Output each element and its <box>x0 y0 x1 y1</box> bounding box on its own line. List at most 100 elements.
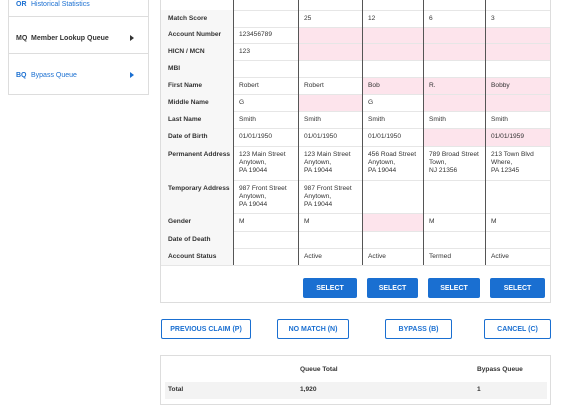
column-divider <box>233 0 234 265</box>
mismatch-cell <box>486 129 550 146</box>
cell-text: M <box>429 218 435 225</box>
row-border <box>161 77 550 78</box>
cell-text: 987 Front Street <box>239 185 287 192</box>
arrow-icon <box>130 72 134 78</box>
mismatch-cell <box>424 44 485 60</box>
row-label: Date of Birth <box>168 133 208 140</box>
cell-text: 01/01/1950 <box>239 133 273 140</box>
row-background <box>161 231 233 248</box>
cell-text: 213 Town Blvd <box>491 151 534 158</box>
row-border <box>161 213 550 214</box>
sidebar-label[interactable]: Bypass Queue <box>31 72 77 79</box>
cell-text: Smith <box>368 115 385 123</box>
cell-text: Robert <box>239 81 259 89</box>
row-label: HICN / MCN <box>168 47 205 55</box>
row-background <box>161 27 233 43</box>
row-label: Permanent Address <box>168 151 231 158</box>
summary-header: Queue Total <box>300 366 338 373</box>
select-button[interactable]: SELECT <box>367 278 418 298</box>
select-button[interactable]: SELECT <box>490 278 545 298</box>
sidebar-label[interactable]: Member Lookup Queue <box>31 35 109 42</box>
cell-text: Where, <box>491 159 513 166</box>
mismatch-cell <box>363 78 423 94</box>
mismatch-cell <box>363 214 423 231</box>
sidebar-label[interactable]: Historical Statistics <box>31 1 90 8</box>
cell-text: 123 <box>239 47 251 55</box>
row-label: Date of Death <box>168 235 211 243</box>
cell-text: Bob <box>368 81 380 89</box>
select-button[interactable]: SELECT <box>428 278 480 298</box>
cell-text: 12 <box>368 14 376 22</box>
row-background <box>161 43 233 60</box>
action-button[interactable]: NO MATCH (N) <box>277 319 349 339</box>
mismatch-cell <box>363 28 423 43</box>
cell-text: NJ 21356 <box>429 167 458 174</box>
row-background <box>161 180 233 213</box>
action-button[interactable]: PREVIOUS CLAIM (P) <box>161 319 251 339</box>
cell-text: PA 19044 <box>304 167 333 174</box>
cell-text: Smith <box>239 115 256 123</box>
cell-text: Anytown, <box>368 159 396 166</box>
cell-text: G <box>239 98 245 106</box>
row-border <box>161 180 550 181</box>
sidebar-code[interactable]: OR <box>16 1 27 8</box>
cell-text: PA 19044 <box>239 167 268 174</box>
cell-text: 6 <box>429 14 433 22</box>
row-background <box>161 111 233 128</box>
row-background <box>161 10 233 27</box>
cell-text: Smith <box>491 115 508 123</box>
cell-text: 987 Front Street <box>304 185 352 192</box>
cell-text: PA 19044 <box>368 167 397 174</box>
mismatch-cell <box>424 95 485 111</box>
sidebar <box>8 0 149 95</box>
sidebar-code[interactable]: MQ <box>16 35 28 42</box>
cell-text: PA 19044 <box>239 201 268 208</box>
cell-text: 456 Road Street <box>368 151 417 158</box>
summary-label: Total <box>168 386 184 393</box>
row-background <box>161 146 233 180</box>
sidebar-code[interactable]: BQ <box>16 72 27 79</box>
column-divider <box>485 0 486 265</box>
cell-text: Termed <box>429 252 451 260</box>
summary-header: Bypass Queue <box>477 366 523 373</box>
row-border <box>161 43 550 44</box>
cell-text: Active <box>491 252 509 260</box>
mismatch-cell <box>363 44 423 60</box>
action-button[interactable]: BYPASS (B) <box>385 319 452 339</box>
cell-text: Town, <box>429 159 447 166</box>
row-border <box>161 231 550 232</box>
row-border <box>161 146 550 147</box>
cell-text: Bobby <box>491 81 510 89</box>
column-divider <box>423 0 424 265</box>
cell-text: 123 Main Street <box>239 151 286 158</box>
mismatch-cell <box>299 44 362 60</box>
select-button[interactable]: SELECT <box>303 278 357 298</box>
cell-text: Anytown, <box>239 159 267 166</box>
row-background <box>161 94 233 111</box>
cell-text: 123 Main Street <box>304 151 351 158</box>
row-border <box>161 94 550 95</box>
divider <box>9 53 148 54</box>
row-label: Last Name <box>168 115 202 123</box>
action-button[interactable]: CANCEL (C) <box>484 319 551 339</box>
arrow-icon <box>130 35 134 41</box>
row-background <box>161 128 233 146</box>
divider <box>9 16 148 17</box>
row-border <box>161 10 550 11</box>
cell-text: 01/01/1959 <box>491 133 525 140</box>
mismatch-cell <box>486 95 550 111</box>
row-border <box>161 248 550 249</box>
cell-text: 01/01/1950 <box>304 133 338 140</box>
cell-text: Robert <box>304 81 324 89</box>
mismatch-cell <box>486 28 550 43</box>
cell-text: M <box>304 218 310 225</box>
cell-text: R. <box>429 81 436 89</box>
column-divider <box>362 0 363 265</box>
row-label: Match Score <box>168 14 208 22</box>
row-label: MBI <box>168 64 181 72</box>
row-background <box>161 213 233 231</box>
row-label: Temporary Address <box>168 185 230 192</box>
row-label: Account Status <box>168 252 217 260</box>
mismatch-cell <box>486 78 550 94</box>
